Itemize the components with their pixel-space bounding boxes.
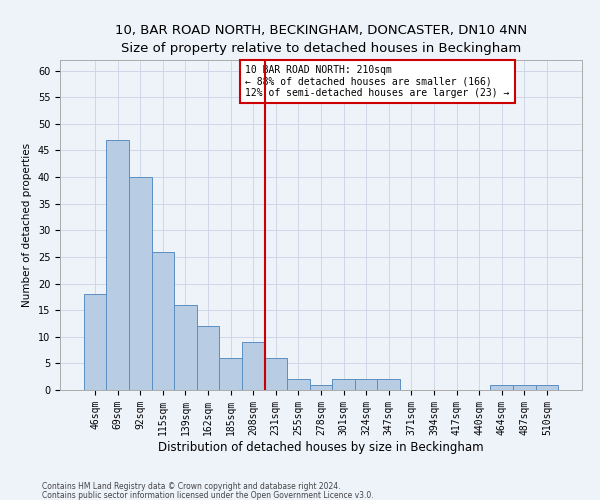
Bar: [332, 380, 355, 390]
Bar: [490, 384, 513, 390]
Bar: [242, 342, 265, 390]
Bar: [536, 384, 558, 390]
X-axis label: Distribution of detached houses by size in Beckingham: Distribution of detached houses by size …: [158, 440, 484, 454]
Bar: [287, 380, 310, 390]
Bar: [355, 380, 377, 390]
Text: Contains HM Land Registry data © Crown copyright and database right 2024.: Contains HM Land Registry data © Crown c…: [42, 482, 341, 491]
Text: Contains public sector information licensed under the Open Government Licence v3: Contains public sector information licen…: [42, 490, 374, 500]
Bar: [197, 326, 220, 390]
Bar: [152, 252, 174, 390]
Bar: [106, 140, 129, 390]
Bar: [174, 305, 197, 390]
Bar: [84, 294, 106, 390]
Bar: [513, 384, 536, 390]
Bar: [310, 384, 332, 390]
Bar: [129, 177, 152, 390]
Bar: [265, 358, 287, 390]
Title: 10, BAR ROAD NORTH, BECKINGHAM, DONCASTER, DN10 4NN
Size of property relative to: 10, BAR ROAD NORTH, BECKINGHAM, DONCASTE…: [115, 24, 527, 54]
Bar: [377, 380, 400, 390]
Text: 10 BAR ROAD NORTH: 210sqm
← 88% of detached houses are smaller (166)
12% of semi: 10 BAR ROAD NORTH: 210sqm ← 88% of detac…: [245, 65, 509, 98]
Bar: [220, 358, 242, 390]
Y-axis label: Number of detached properties: Number of detached properties: [22, 143, 32, 307]
